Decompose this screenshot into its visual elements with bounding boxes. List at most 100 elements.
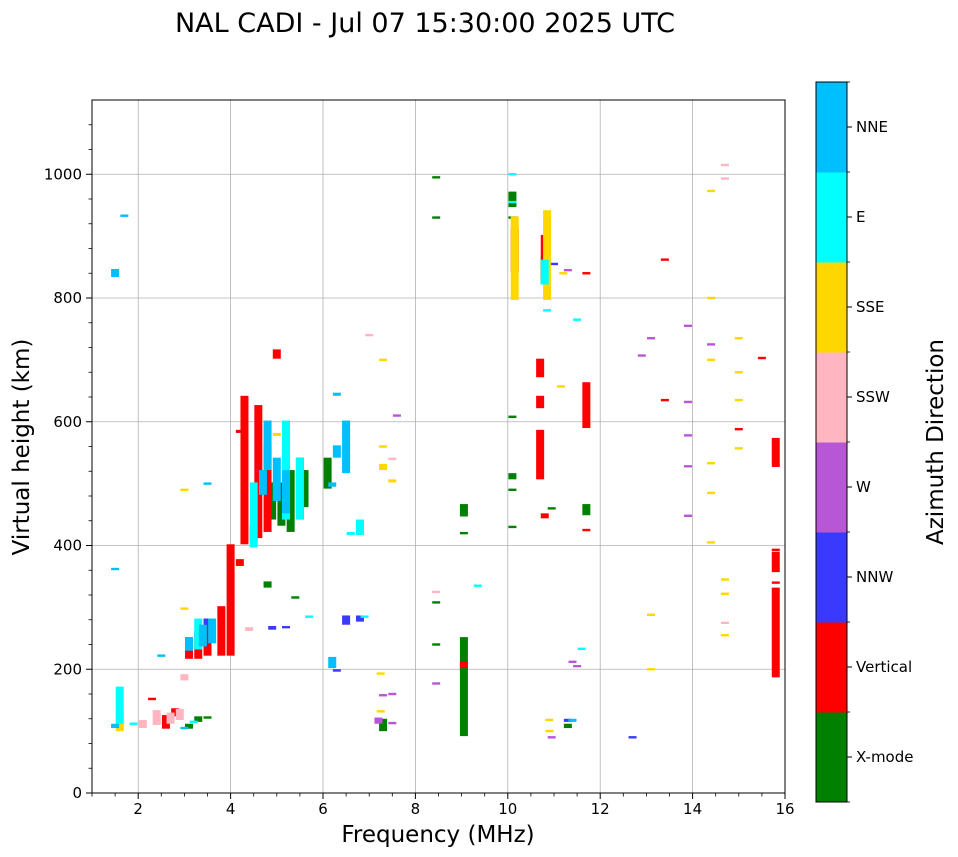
data-point-e <box>189 720 198 724</box>
data-point-e <box>249 482 258 548</box>
colorbar-swatch <box>816 712 847 803</box>
data-point-vertical <box>263 445 272 532</box>
data-point-sse <box>545 718 554 722</box>
data-point-ssw <box>720 621 729 625</box>
data-point-e <box>346 531 355 536</box>
data-point-w <box>568 660 577 664</box>
data-point-vertical <box>272 349 281 359</box>
colorbar-tick-label: NNE <box>856 118 888 136</box>
data-point-sse <box>707 541 716 544</box>
data-point-vertical <box>235 429 244 433</box>
data-marks <box>111 163 780 739</box>
x-tick-label: 6 <box>318 800 328 818</box>
data-point-w <box>374 717 383 724</box>
data-point-vertical <box>459 661 468 669</box>
data-point-vertical <box>161 715 170 729</box>
grid-lines <box>92 100 786 794</box>
colorbar-tick-label: SSE <box>856 298 885 316</box>
data-point-vertical <box>240 395 249 545</box>
data-point-sse <box>647 613 656 616</box>
data-point-vertical <box>771 548 780 552</box>
data-point-nnw <box>550 262 558 266</box>
data-point-w <box>683 400 692 404</box>
data-point-nnw <box>282 625 291 629</box>
data-point-x-mode <box>508 525 517 529</box>
data-point-w <box>392 414 401 417</box>
data-point-nne <box>328 482 337 487</box>
data-point-sse <box>376 672 385 675</box>
colorbar-tick-label: SSW <box>856 388 890 406</box>
data-point-sse <box>720 592 729 595</box>
data-point-ssw <box>166 712 175 724</box>
data-point-ssw <box>152 710 161 725</box>
x-tick-label: 4 <box>226 800 236 818</box>
colorbar-tick-label: W <box>856 478 871 496</box>
data-point-nne <box>332 445 341 458</box>
data-point-sse <box>388 479 397 483</box>
data-point-sse <box>379 358 388 362</box>
data-point-vertical <box>254 405 263 539</box>
data-point-sse <box>720 578 729 581</box>
data-point-sse <box>707 296 716 300</box>
data-point-x-mode <box>432 643 441 646</box>
data-point-e <box>508 200 517 204</box>
chart-title: NAL CADI - Jul 07 15:30:00 2025 UTC <box>175 8 675 39</box>
data-point-x-mode <box>432 601 441 604</box>
data-point-w <box>573 664 582 668</box>
data-point-vertical <box>582 528 591 532</box>
data-point-vertical <box>540 513 549 519</box>
data-point-vertical <box>734 427 743 431</box>
colorbar-tick-label: X-mode <box>856 748 913 766</box>
data-point-sse <box>510 216 519 300</box>
data-point-sse <box>734 371 743 374</box>
data-point-nne <box>208 618 217 644</box>
data-point-e <box>194 618 203 650</box>
data-point-nne <box>342 420 351 474</box>
data-point-sse <box>556 385 565 388</box>
data-point-x-mode <box>203 716 212 719</box>
data-point-w <box>547 736 556 739</box>
data-point-e <box>540 259 549 285</box>
data-point-w <box>683 514 692 517</box>
data-point-x-mode <box>323 457 332 489</box>
data-point-e <box>295 457 304 520</box>
data-point-x-mode <box>508 473 517 480</box>
data-point-e <box>543 309 552 312</box>
data-point-nne <box>258 470 267 495</box>
data-point-nne <box>568 718 577 722</box>
data-point-nnw <box>628 736 637 739</box>
data-point-nne <box>272 457 281 501</box>
data-point-vertical <box>536 358 545 378</box>
data-point-e <box>305 615 314 618</box>
data-point-x-mode <box>185 723 194 729</box>
data-point-sse <box>545 729 554 733</box>
y-axis-ticks: 0 200 400 600 800 1000 <box>44 124 92 802</box>
data-point-e <box>473 584 482 587</box>
data-point-sse <box>707 462 716 465</box>
colorbar-swatch <box>816 352 847 443</box>
data-point-sse <box>559 272 568 275</box>
data-point-ssw <box>720 163 729 167</box>
y-axis-label: Virtual height (km) <box>9 339 35 556</box>
data-point-nnw <box>332 669 341 672</box>
data-point-vertical <box>757 356 766 360</box>
data-point-vertical <box>171 708 180 717</box>
data-point-e <box>355 519 364 536</box>
data-point-sse <box>379 463 388 471</box>
data-point-ssw <box>432 590 441 594</box>
data-point-w <box>683 465 692 468</box>
data-point-w <box>683 434 692 437</box>
data-point-e <box>115 686 124 724</box>
data-point-ssw <box>245 627 254 631</box>
data-point-nne <box>203 482 212 485</box>
x-axis-label: Frequency (MHz) <box>341 822 534 848</box>
data-point-w <box>379 694 388 697</box>
x-tick-label: 10 <box>498 800 517 818</box>
colorbar-tick-label: E <box>856 208 865 226</box>
data-point-e <box>577 647 586 651</box>
x-tick-label: 14 <box>683 800 702 818</box>
data-point-ssw <box>365 333 374 337</box>
data-point-x-mode <box>268 482 277 520</box>
